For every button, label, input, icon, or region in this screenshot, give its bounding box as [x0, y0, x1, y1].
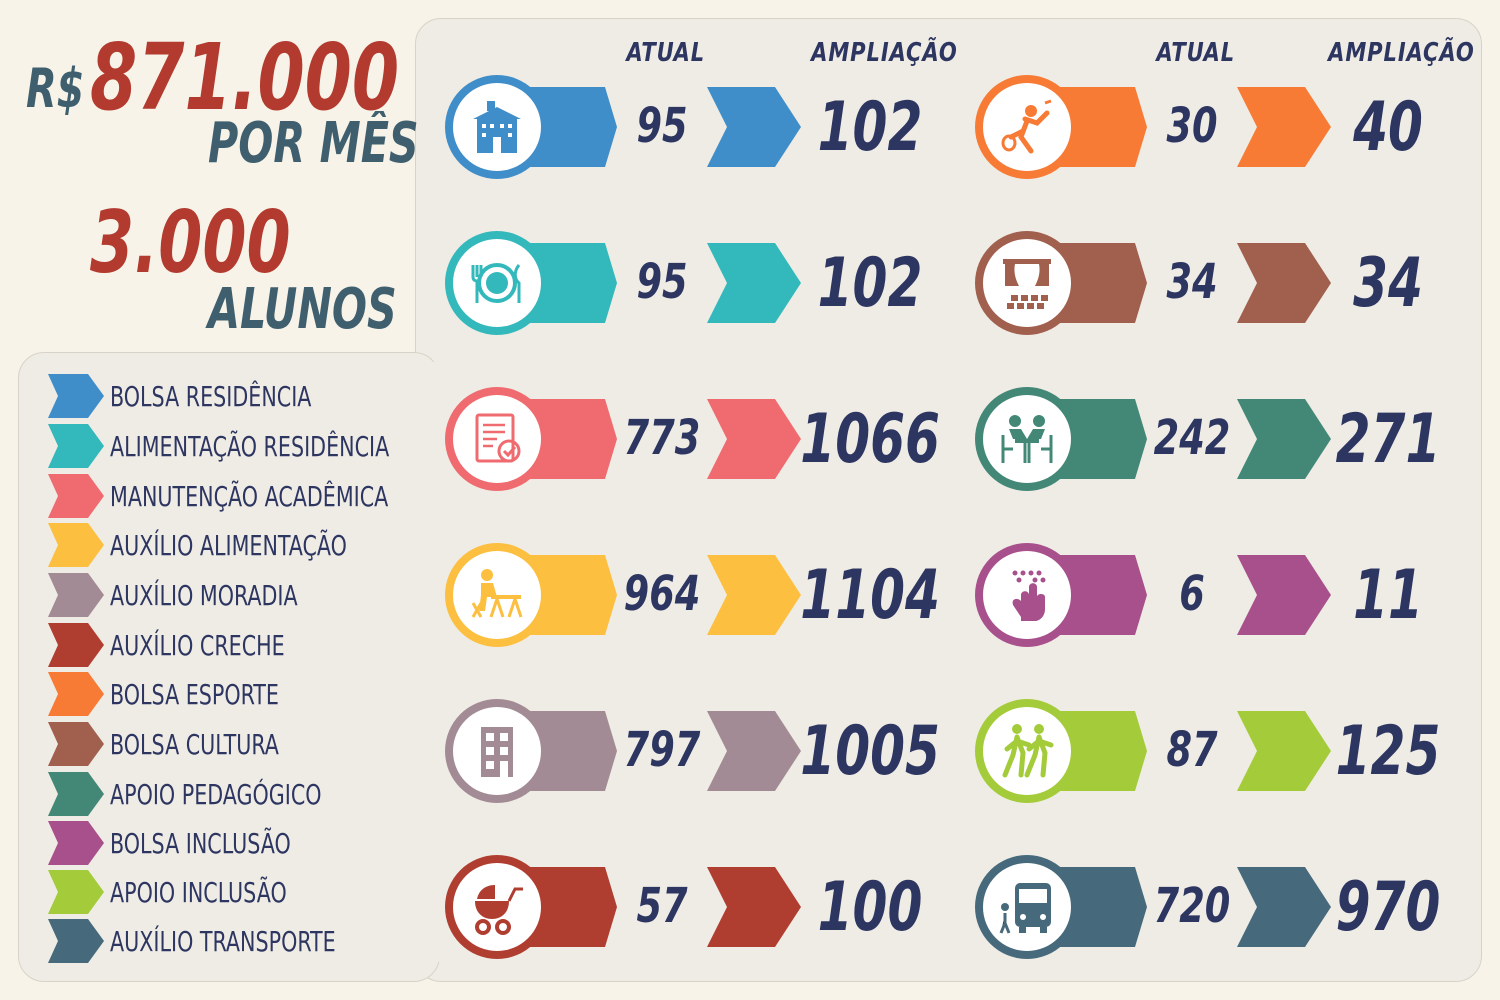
expansion-value: 102: [817, 88, 923, 167]
current-value: 242: [1153, 410, 1231, 466]
row-graphic: [445, 699, 801, 803]
expansion-arrow-icon: [1237, 711, 1331, 791]
benefit-row: 34 34: [975, 228, 1455, 338]
legend-label: BOLSA RESIDÊNCIA: [110, 380, 312, 413]
current-value: 57: [636, 878, 688, 934]
students-count: 3.000: [90, 193, 291, 293]
expansion-value: 271: [1335, 400, 1441, 479]
legend-label: MANUTENÇÃO ACADÊMICA: [110, 480, 389, 513]
chevron-marker-icon: [48, 919, 104, 963]
benefit-row: 57 100: [445, 852, 925, 962]
expansion-arrow-icon: [707, 399, 801, 479]
header-current-right: ATUAL: [1156, 38, 1236, 68]
legend-label: AUXÍLIO TRANSPORTE: [110, 925, 336, 958]
expansion-arrow-icon: [707, 711, 801, 791]
expansion-value: 1005: [800, 712, 940, 791]
current-value: 95: [636, 98, 688, 154]
monthly-amount: 871.000: [90, 24, 400, 131]
row-graphic: [975, 699, 1331, 803]
expansion-value: 1066: [800, 400, 940, 479]
legend-label: BOLSA CULTURA: [110, 728, 279, 761]
chevron-marker-icon: [48, 821, 104, 865]
row-graphic: [975, 75, 1331, 179]
expansion-arrow-icon: [1237, 555, 1331, 635]
current-value: 6: [1179, 566, 1205, 622]
header-expansion-left: AMPLIAÇÃO: [811, 38, 958, 68]
legend-label: BOLSA ESPORTE: [110, 678, 279, 711]
legend-label: ALIMENTAÇÃO RESIDÊNCIA: [110, 430, 390, 463]
expansion-arrow-icon: [707, 87, 801, 167]
main-panel: [415, 18, 1482, 982]
benefit-row: 773 1066: [445, 384, 940, 494]
chevron-marker-icon: [48, 573, 104, 617]
expansion-value: 102: [817, 244, 923, 323]
benefit-row: 6 11: [975, 540, 1455, 650]
expansion-value: 34: [1353, 244, 1423, 323]
chevron-marker-icon: [48, 424, 104, 468]
legend-label: APOIO INCLUSÃO: [110, 876, 287, 909]
benefit-row: 87 125: [975, 696, 1455, 806]
expansion-arrow-icon: [707, 243, 801, 323]
expansion-arrow-icon: [707, 555, 801, 635]
house-icon: [481, 727, 513, 777]
legend-label: AUXÍLIO ALIMENTAÇÃO: [110, 529, 347, 562]
current-value: 773: [623, 410, 701, 466]
current-value: 95: [636, 254, 688, 310]
expansion-value: 40: [1353, 88, 1423, 167]
chevron-marker-icon: [48, 870, 104, 914]
legend-label: BOLSA INCLUSÃO: [110, 827, 291, 860]
row-graphic: [975, 231, 1331, 335]
row-graphic: [975, 855, 1331, 959]
icon-disc: [983, 707, 1071, 795]
benefit-row: 720 970: [975, 852, 1455, 962]
row-graphic: [445, 231, 801, 335]
current-value: 34: [1166, 254, 1218, 310]
current-value: 87: [1166, 722, 1218, 778]
row-graphic: [445, 75, 801, 179]
row-graphic: [445, 387, 801, 491]
chevron-marker-icon: [48, 623, 104, 667]
expansion-value: 100: [817, 868, 923, 947]
benefit-row: 95 102: [445, 228, 925, 338]
students-label: ALUNOS: [208, 277, 397, 342]
icon-disc: [983, 239, 1071, 327]
per-month-label: POR MÊS: [208, 111, 419, 176]
benefit-row: 797 1005: [445, 696, 940, 806]
legend-label: APOIO PEDAGÓGICO: [110, 778, 322, 811]
row-graphic: [975, 543, 1331, 647]
chevron-marker-icon: [48, 374, 104, 418]
expansion-arrow-icon: [1237, 243, 1331, 323]
expansion-arrow-icon: [1237, 867, 1331, 947]
expansion-value: 125: [1335, 712, 1441, 791]
current-value: 964: [623, 566, 701, 622]
benefit-row: 242 271: [975, 384, 1455, 494]
chevron-marker-icon: [48, 523, 104, 567]
chevron-marker-icon: [48, 772, 104, 816]
legend-label: AUXÍLIO MORADIA: [110, 579, 298, 612]
chevron-marker-icon: [48, 474, 104, 518]
benefit-row: 30 40: [975, 72, 1455, 182]
chevron-marker-icon: [48, 672, 104, 716]
currency-symbol: R$: [26, 57, 85, 120]
current-value: 30: [1166, 98, 1218, 154]
benefit-row: 95 102: [445, 72, 925, 182]
benefit-row: 964 1104: [445, 540, 940, 650]
expansion-arrow-icon: [1237, 87, 1331, 167]
expansion-arrow-icon: [1237, 399, 1331, 479]
expansion-arrow-icon: [707, 867, 801, 947]
expansion-value: 1104: [800, 556, 940, 635]
header-current-left: ATUAL: [626, 38, 706, 68]
header-expansion-right: AMPLIAÇÃO: [1328, 38, 1475, 68]
expansion-value: 970: [1335, 868, 1441, 947]
row-graphic: [445, 855, 801, 959]
row-graphic: [445, 543, 801, 647]
legend-label: AUXÍLIO CRECHE: [110, 629, 285, 662]
current-value: 720: [1153, 878, 1231, 934]
chevron-marker-icon: [48, 722, 104, 766]
row-graphic: [975, 387, 1331, 491]
expansion-value: 11: [1353, 556, 1423, 635]
current-value: 797: [623, 722, 701, 778]
